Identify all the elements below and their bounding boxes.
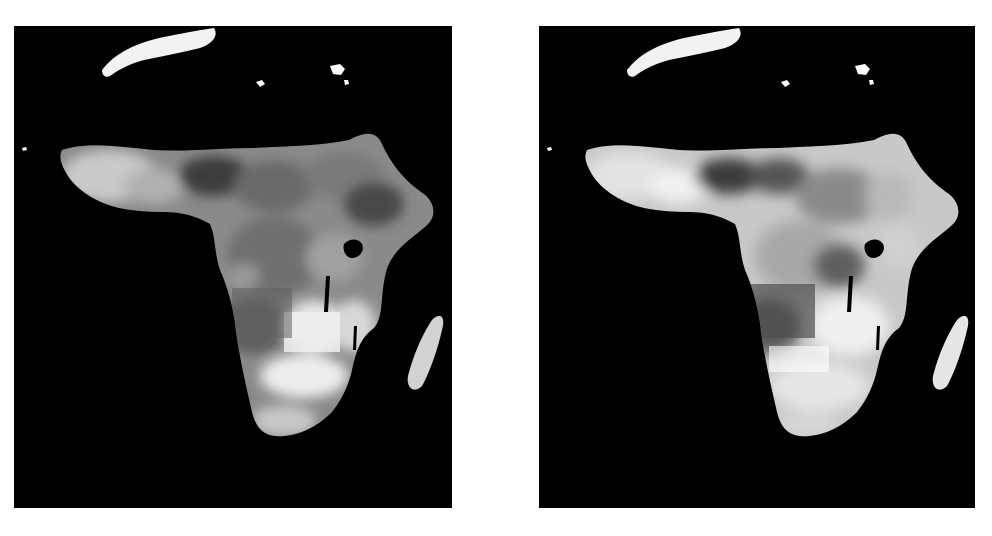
lake-tanganyika xyxy=(847,276,853,312)
island-dot xyxy=(781,80,790,87)
map-panel-left xyxy=(14,26,452,508)
lake-malawi xyxy=(876,326,880,350)
value-surface xyxy=(585,152,919,437)
island-dot xyxy=(330,64,345,75)
europe-landmass xyxy=(102,28,216,77)
lake-malawi xyxy=(353,326,357,350)
europe-landmass xyxy=(627,28,741,77)
island-dot xyxy=(855,64,870,75)
africa-map-left xyxy=(22,28,444,437)
madagascar xyxy=(407,315,444,390)
africa-map-right xyxy=(547,28,969,437)
madagascar xyxy=(932,315,969,390)
island-dot xyxy=(547,147,552,151)
lake-victoria xyxy=(343,239,363,258)
island-dot xyxy=(22,147,27,151)
island-dot xyxy=(256,80,265,87)
map-panel-right xyxy=(539,26,975,508)
lake-victoria xyxy=(864,239,884,258)
lake-tanganyika xyxy=(324,276,330,312)
island-dot xyxy=(869,80,874,85)
island-dot xyxy=(344,80,349,85)
